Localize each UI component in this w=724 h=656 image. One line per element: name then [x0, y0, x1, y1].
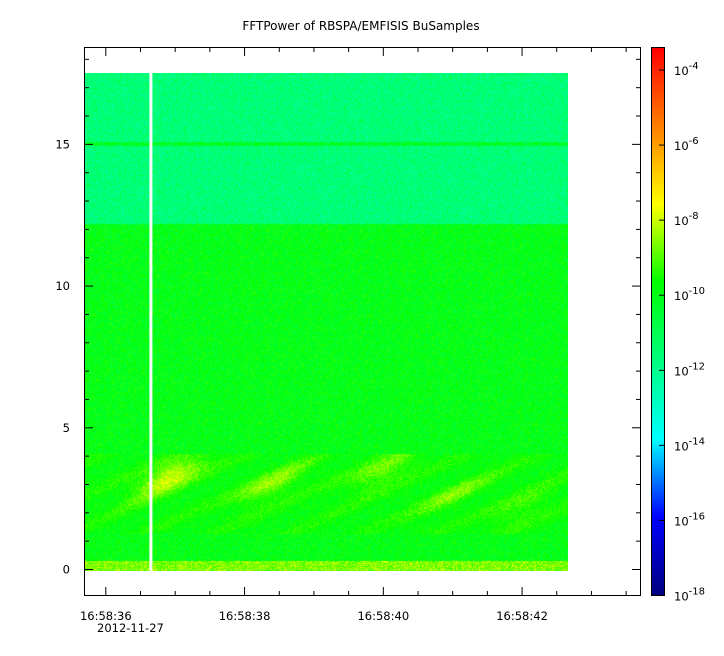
x-tick-label: 16:58:40 [357, 609, 409, 623]
y-tick-label: 5 [63, 421, 70, 435]
x-axis: 16:58:36 16:58:38 16:58:40 16:58:42 [80, 48, 627, 623]
y-tick-label: 15 [55, 137, 70, 151]
chart-title: FFTPower of RBSPA/EMFISIS BuSamples [242, 19, 479, 33]
colorbar-tick-label: 10-14 [674, 436, 705, 453]
x-axis-date-label: 2012-11-27 [97, 621, 164, 635]
x-tick-label: 16:58:42 [496, 609, 548, 623]
colorbar-tick-label: 10-18 [674, 587, 705, 604]
colorbar-tick-label: 10-6 [674, 136, 699, 153]
colorbar [652, 47, 664, 596]
x-tick-label: 16:58:38 [219, 609, 271, 623]
colorbar-tick-label: 10-12 [674, 361, 705, 378]
spectrogram-image [85, 73, 568, 571]
y-tick-label: 0 [63, 562, 70, 576]
colorbar-tick-label: 10-16 [674, 511, 705, 528]
y-axis: 0 5 10 15 [55, 58, 640, 576]
y-tick-label: 10 [55, 279, 70, 293]
data-gap-stripe [149, 73, 153, 571]
colorbar-frame [651, 47, 665, 596]
colorbar-tick-label: 10-10 [674, 286, 705, 303]
colorbar-tick-label: 10-8 [674, 211, 699, 228]
colorbar-axis: 10-4 10-6 10-8 10-10 10-12 10-14 10-16 10-18 [659, 61, 705, 604]
x-tick-label: 16:58:36 [80, 609, 132, 623]
colorbar-tick-label: 10-4 [674, 61, 699, 78]
